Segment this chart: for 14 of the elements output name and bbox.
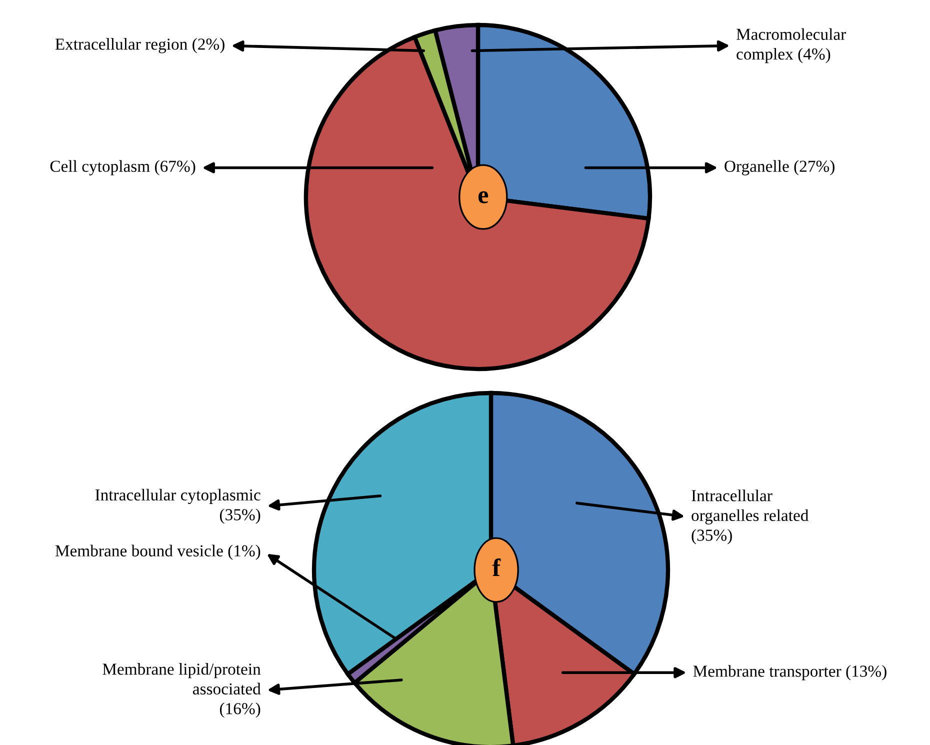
data-label: (35%) <box>220 508 260 524</box>
slice-label: Intracellular cytoplasmic <box>95 488 260 504</box>
slice-label: Membrane lipid/protein associated <box>102 663 261 695</box>
slice-label: Extracellular region (2%) <box>55 38 224 54</box>
data-label: (35%) <box>692 529 732 544</box>
slice-label: Membrane bound vesicle (1%) <box>55 544 260 560</box>
text: f <box>492 558 501 576</box>
slice-label: Intracellular organelles related <box>692 490 809 524</box>
slice-label: Membrane transporter (13%) <box>693 665 886 680</box>
text: e <box>478 191 488 204</box>
slice-label: Macromolecular complex (4%) <box>736 28 846 64</box>
data-label: (16%) <box>220 702 260 718</box>
slice-label: Cell cytoplasm (67%) <box>50 160 196 176</box>
slice-label: Organelle (27%) <box>724 160 834 176</box>
